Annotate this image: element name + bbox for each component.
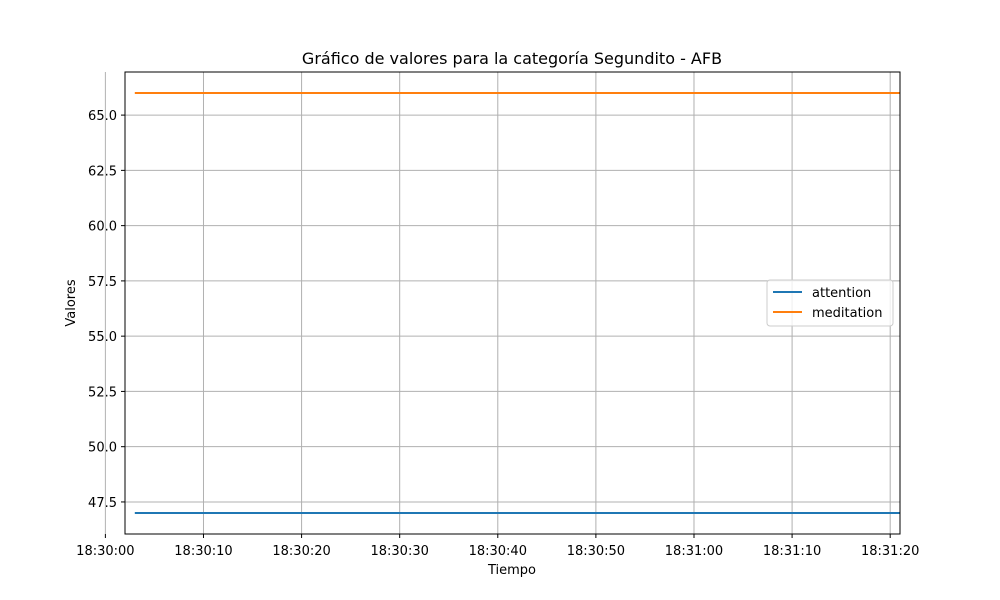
legend: attention meditation — [766, 279, 894, 327]
x-tick-label: 18:30:50 — [567, 544, 625, 559]
x-tick-label: 18:30:40 — [469, 544, 527, 559]
x-axis-ticks: 18:30:00 18:30:10 18:30:20 18:30:30 18:30:40… — [76, 534, 919, 559]
x-tick-label: 18:31:20 — [861, 544, 919, 559]
x-tick-label: 18:30:10 — [174, 544, 232, 559]
y-tick-label: 65.0 — [88, 109, 117, 124]
y-axis-ticks: 47.5 50.0 52.5 55.0 57.5 60.0 62.5 65.0 — [88, 109, 125, 511]
y-tick-label: 60.0 — [88, 220, 117, 235]
x-tick-label: 18:30:30 — [370, 544, 428, 559]
y-tick-label: 52.5 — [88, 385, 117, 400]
y-tick-label: 55.0 — [88, 330, 117, 345]
series-lines — [134, 92, 900, 514]
y-tick-label: 50.0 — [88, 441, 117, 456]
legend-label-meditation: meditation — [812, 306, 883, 321]
x-tick-label: 18:30:00 — [76, 544, 134, 559]
chart-title: Gráfico de valores para la categoría Seg… — [302, 49, 722, 68]
x-tick-label: 18:30:20 — [272, 544, 330, 559]
y-tick-label: 57.5 — [88, 275, 117, 290]
plot-frame — [124, 71, 901, 535]
x-tick-label: 18:31:10 — [763, 544, 821, 559]
y-tick-label: 47.5 — [88, 496, 117, 511]
y-tick-label: 62.5 — [88, 164, 117, 179]
legend-label-attention: attention — [812, 286, 871, 301]
y-axis-label: Valores — [64, 279, 79, 326]
x-tick-label: 18:31:00 — [665, 544, 723, 559]
x-axis-label: Tiempo — [487, 563, 536, 578]
